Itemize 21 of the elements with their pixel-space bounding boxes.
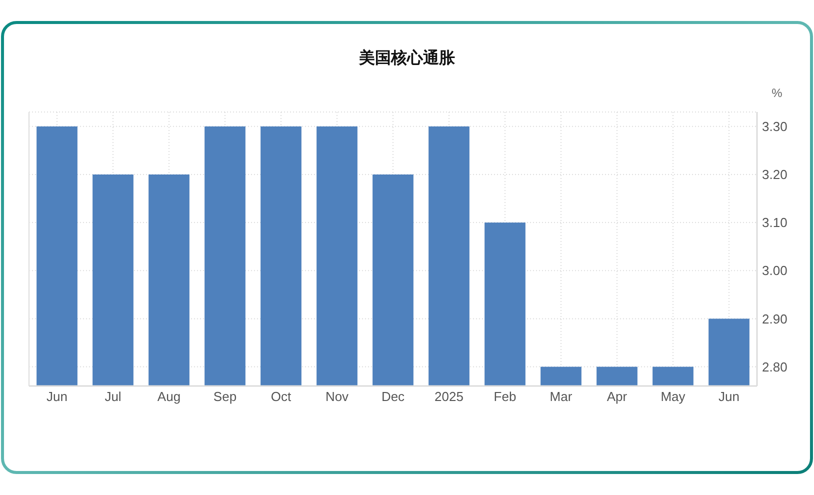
x-tick-label: Apr (606, 389, 628, 404)
x-tick-label: Jun (46, 389, 68, 404)
y-tick-label: 2.90 (762, 311, 788, 326)
x-tick-label: Aug (157, 389, 181, 404)
y-tick-label: 2.80 (762, 359, 788, 374)
x-tick-label: Feb (494, 389, 516, 404)
x-tick-label: Nov (325, 389, 350, 404)
y-tick-label: 3.20 (762, 167, 788, 182)
x-tick-label: Mar (550, 389, 573, 404)
x-tick-label: Jul (104, 389, 122, 404)
chart-title: 美国核心通胀 (358, 48, 456, 67)
x-tick-label: Jun (718, 389, 740, 404)
y-tick-label: 3.10 (762, 215, 788, 230)
x-tick-label: May (660, 389, 686, 404)
x-tick-label: Oct (270, 389, 292, 404)
x-tick-label: 2025 (434, 389, 464, 404)
y-tick-label: 3.30 (762, 118, 788, 134)
y-axis-title: % (772, 86, 783, 100)
x-tick-label: Sep (213, 389, 237, 404)
y-tick-label: 3.00 (762, 263, 788, 278)
x-tick-label: Dec (381, 389, 406, 404)
